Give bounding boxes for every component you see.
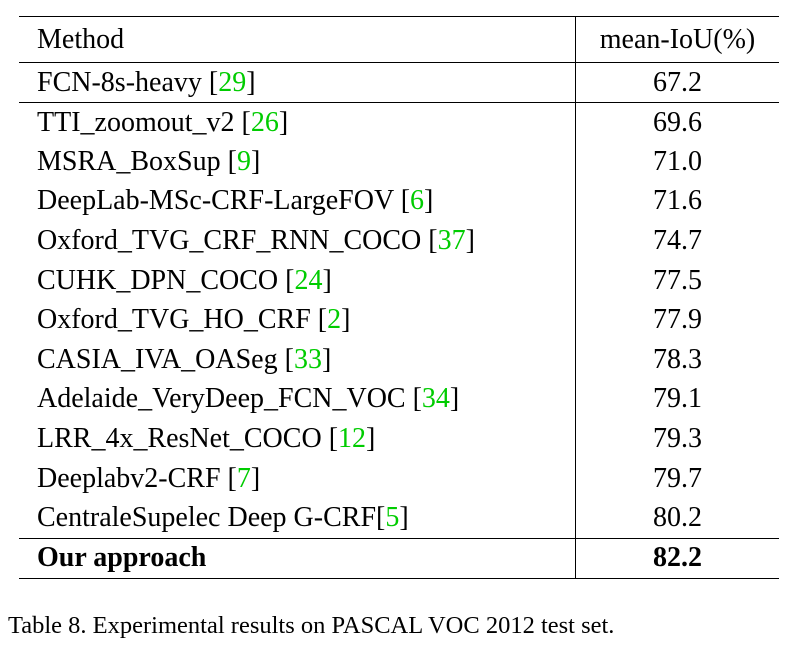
citation-link[interactable]: 9 (236, 145, 251, 177)
method-cell: Adelaide_VeryDeep_FCN_VOC [34] (19, 379, 576, 420)
method-cell: CASIA_IVA_OASeg [33] (19, 340, 576, 380)
method-name: MSRA_BoxSup (37, 145, 228, 177)
table-row: Oxford_TVG_CRF_RNN_COCO [37] 74.7 (19, 221, 779, 261)
citation-link[interactable]: 5 (385, 501, 400, 533)
citation-link[interactable]: 2 (327, 304, 342, 336)
score-cell: 79.3 (653, 423, 702, 455)
citation-link[interactable]: 37 (437, 225, 466, 257)
table-header: Method mean-IoU(%) (19, 16, 779, 63)
table-row: TTI_zoomout_v2 [26] 69.6 (19, 102, 779, 143)
table-row: Deeplabv2-CRF [7] 79.7 (19, 458, 779, 499)
method-name: CentraleSupelec Deep G-CRF (37, 501, 377, 533)
table-caption: Table 8. Experimental results on PASCAL … (8, 612, 615, 639)
score-cell: 67.2 (653, 66, 702, 98)
method-cell: Oxford_TVG_CRF_RNN_COCO [37] (19, 221, 576, 261)
method-cell: CUHK_DPN_COCO [24] (19, 260, 576, 301)
method-name: LRR_4x_ResNet_COCO (37, 423, 329, 455)
method-name: Adelaide_VeryDeep_FCN_VOC (37, 383, 413, 415)
table-body: FCN-8s-heavy [29] 67.2 TTI_zoomout_v2 [26]… (19, 62, 779, 579)
citation-link[interactable]: 6 (410, 185, 425, 217)
score-cell: 79.1 (653, 383, 702, 415)
method-name: TTI_zoomout_v2 (37, 106, 242, 138)
results-table: Method mean-IoU(%) FCN-8s-heavy [29] 67.2… (19, 16, 779, 579)
method-name: FCN-8s-heavy (37, 66, 209, 98)
table-row: DeepLab-MSc-CRF-LargeFOV [6] 71.6 (19, 181, 779, 222)
method-name: Oxford_TVG_HO_CRF (37, 304, 318, 336)
method-cell: TTI_zoomout_v2 [26] (19, 102, 576, 143)
table-row: LRR_4x_ResNet_COCO [12] 79.3 (19, 419, 779, 459)
citation-link[interactable]: 7 (236, 462, 251, 494)
citation-link[interactable]: 33 (293, 343, 322, 375)
header-row: Method mean-IoU(%) (19, 16, 779, 63)
score-column-header: mean-IoU(%) (599, 23, 756, 55)
score-cell: 78.3 (653, 343, 702, 375)
table-row: CUHK_DPN_COCO [24] 77.5 (19, 260, 779, 301)
score-cell: 82.2 (653, 542, 702, 574)
table-row: FCN-8s-heavy [29] 67.2 (19, 62, 779, 103)
method-column-header: Method (19, 16, 576, 63)
score-cell: 71.0 (653, 145, 702, 177)
method-cell: MSRA_BoxSup [9] (19, 142, 576, 182)
table-row: Adelaide_VeryDeep_FCN_VOC [34] 79.1 (19, 379, 779, 420)
table-row: Oxford_TVG_HO_CRF [2] 77.9 (19, 300, 779, 341)
citation-link[interactable]: 12 (338, 423, 367, 455)
method-name: CASIA_IVA_OASeg (37, 343, 285, 375)
method-cell: Deeplabv2-CRF [7] (19, 458, 576, 499)
method-cell: DeepLab-MSc-CRF-LargeFOV [6] (19, 181, 576, 222)
score-cell: 74.7 (653, 225, 702, 257)
method-name: Oxford_TVG_CRF_RNN_COCO (37, 225, 429, 257)
table-row-our-approach: Our approach 82.2 (19, 538, 779, 579)
score-cell: 79.7 (653, 462, 702, 494)
method-name: DeepLab-MSc-CRF-LargeFOV (37, 185, 401, 217)
method-cell: Our approach (19, 538, 576, 579)
citation-link[interactable]: 34 (421, 383, 450, 415)
table-row: CASIA_IVA_OASeg [33] 78.3 (19, 340, 779, 380)
score-cell: 77.5 (653, 264, 702, 296)
method-cell: CentraleSupelec Deep G-CRF[5] (19, 498, 576, 539)
citation-link[interactable]: 24 (294, 264, 323, 296)
method-cell: LRR_4x_ResNet_COCO [12] (19, 419, 576, 459)
table-row: MSRA_BoxSup [9] 71.0 (19, 142, 779, 182)
method-name: CUHK_DPN_COCO (37, 264, 286, 296)
score-cell: 69.6 (653, 106, 702, 138)
table-row: CentraleSupelec Deep G-CRF[5] 80.2 (19, 498, 779, 539)
method-name: Deeplabv2-CRF (37, 462, 228, 494)
citation-link[interactable]: 26 (250, 106, 279, 138)
method-cell: Oxford_TVG_HO_CRF [2] (19, 300, 576, 341)
score-cell: 71.6 (653, 185, 702, 217)
citation-link[interactable]: 29 (218, 66, 247, 98)
score-cell: 77.9 (653, 304, 702, 336)
score-cell: 80.2 (653, 501, 702, 533)
method-cell: FCN-8s-heavy [29] (19, 62, 576, 103)
